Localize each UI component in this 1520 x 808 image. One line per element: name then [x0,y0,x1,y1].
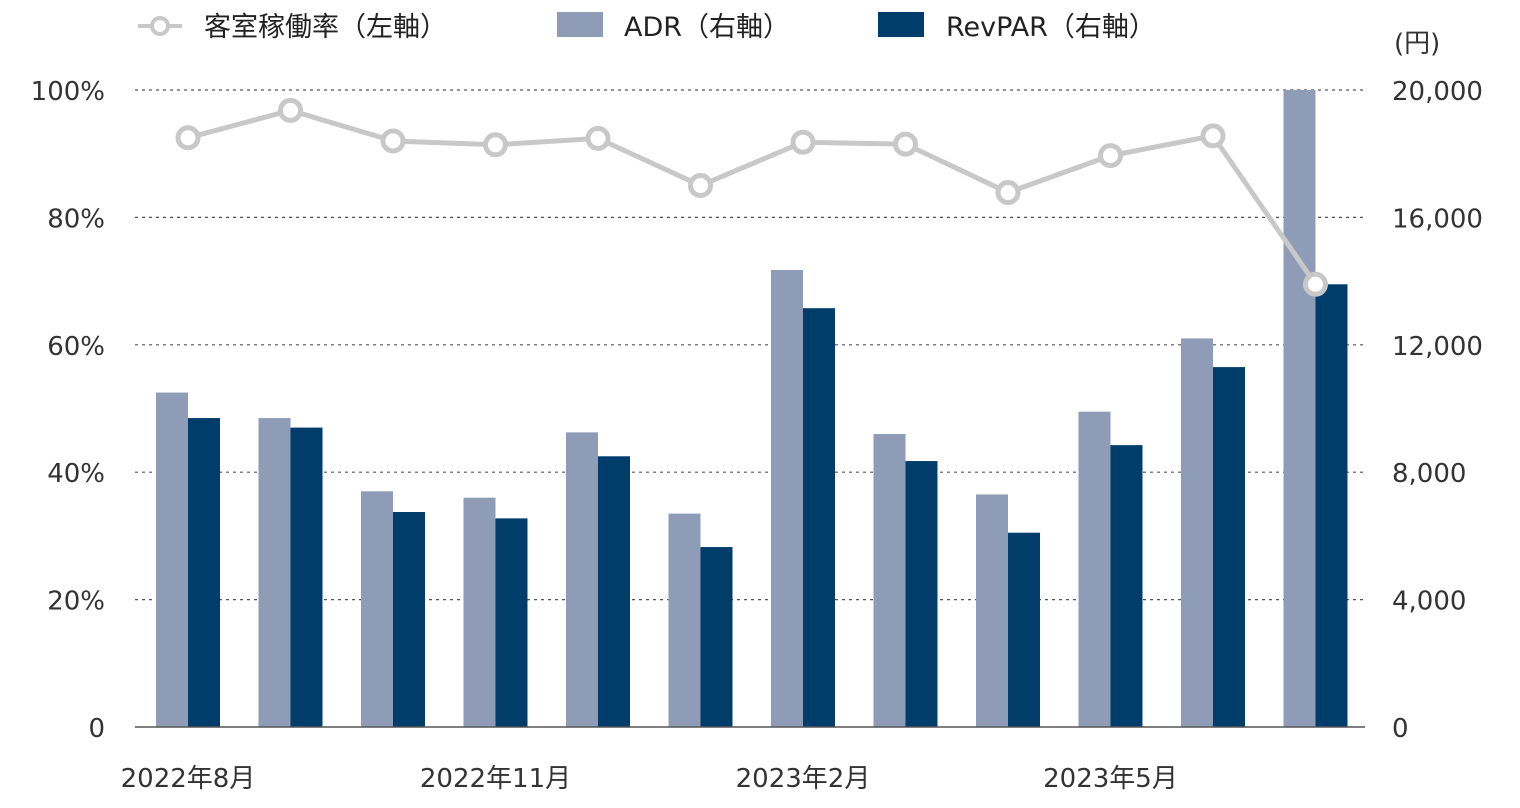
occupancy-point [893,131,918,157]
occupancy-point [175,125,201,151]
x-axis-tick-label: 2022年8月 [121,764,256,794]
bar-adr [156,392,188,727]
bar-adr [1181,338,1213,727]
legend-label-occupancy: 客室稼働率（左軸） [204,12,447,43]
legend-swatch-revpar [878,12,924,37]
legend-marker-swatch [150,16,170,36]
legend-swatch-adr [557,12,603,37]
right-axis-tick-label: 0 [1392,714,1409,744]
x-axis-tick-label: 2023年2月 [736,764,871,794]
legend-item-adr: ADR（右軸） [557,12,790,43]
left-axis-tick-label: 80% [47,204,105,234]
bar-adr [668,513,701,727]
occupancy-point [1200,123,1226,149]
bar-revpar [1315,284,1348,727]
bar-adr [566,432,598,727]
bar-adr [463,497,496,727]
gridlines [135,89,1365,601]
bar-revpar [598,456,630,727]
occupancy-point [995,180,1021,206]
bar-revpar [1110,445,1143,727]
occupancy-line [175,97,1328,297]
left-axis-tick-label: 40% [47,459,105,489]
x-axis-tick-label: 2022年11月 [420,764,571,794]
bar-revpar [905,461,938,727]
occupancy-line-path [187,107,1318,286]
legend-item-occupancy: 客室稼働率（左軸） [138,12,447,43]
bar-revpar [393,512,425,727]
bar-adr [976,494,1008,727]
bar-revpar [188,418,220,727]
bar-adr [1078,411,1111,727]
bar-revpar [803,308,835,727]
bar-adr [361,491,393,727]
left-axis-tick-label: 20% [47,587,105,617]
bar-adr [258,418,291,727]
right-axis-tick-label: 20,000 [1392,77,1483,107]
bar-adr [771,269,803,727]
occupancy-point [688,173,713,199]
legend: 客室稼働率（左軸） ADR（右軸） RevPAR（右軸） [138,12,1156,43]
legend-item-revpar: RevPAR（右軸） [878,12,1156,43]
occupancy-point [1303,271,1328,297]
bar-revpar [1213,367,1245,727]
occupancy-point [380,128,406,154]
legend-label-revpar: RevPAR（右軸） [946,12,1156,43]
occupancy-point [278,97,303,123]
occupancy-point [483,132,508,158]
right-axis-tick-label: 16,000 [1392,204,1483,234]
right-axis-unit-label: (円) [1394,29,1440,59]
bar-revpar [290,427,323,727]
bar-revpar [700,547,733,727]
bar-revpar [1008,532,1040,727]
occupancy-point [790,129,816,155]
right-axis-tick-label: 4,000 [1392,587,1466,617]
bars [156,90,1348,727]
bar-adr [873,433,906,727]
bar-revpar [495,518,528,727]
occupancy-point [585,125,611,151]
left-axis-tick-label: 60% [47,332,105,362]
x-axis-tick-label: 2023年5月 [1043,764,1178,794]
left-axis-tick-label: 100% [31,77,105,107]
occupancy-point [1098,143,1123,169]
right-axis-tick-label: 12,000 [1392,332,1483,362]
left-axis-tick-label: 0 [88,714,105,744]
axes: 0 0 20% 4,000 40% 8,000 60% 12,000 80% 16,000 100%… [31,77,1483,794]
bar-adr [1283,90,1316,727]
legend-label-adr: ADR（右軸） [624,12,790,43]
right-axis-tick-label: 8,000 [1392,459,1466,489]
